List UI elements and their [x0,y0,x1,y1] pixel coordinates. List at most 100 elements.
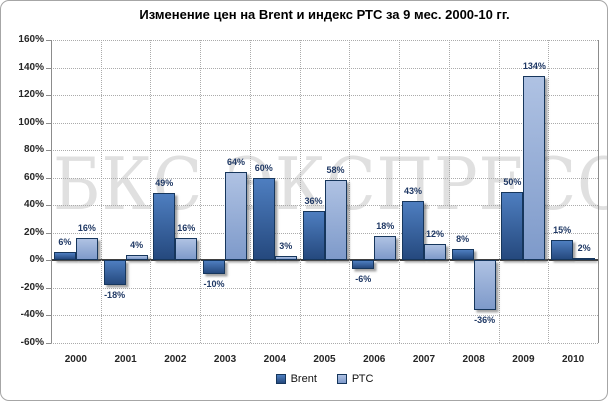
bar-rts-2001 [125,254,148,261]
bar-rts-2003 [225,172,248,261]
y-tick-mark [46,177,51,179]
bar-rts-2008 [473,260,496,310]
v-gridline [448,40,450,343]
value-label-rts-2003: 64% [227,157,246,168]
legend-swatch-rts [336,374,347,384]
value-label-brent-2000: 6% [58,237,72,248]
value-label-brent-2008: 8% [456,234,470,245]
v-gridline [349,40,351,343]
bar-brent-2006 [352,260,375,269]
value-label-brent-2009: 50% [503,176,522,187]
y-tick-label: 80% [23,144,44,156]
h-gridline [51,67,598,69]
y-tick-mark [46,150,51,152]
x-axis-label-2006: 2006 [363,354,386,365]
bar-rts-2000 [75,238,98,261]
y-tick-label: 0% [29,254,44,266]
y-tick-label: 20% [23,226,44,238]
bar-brent-2000 [53,252,76,261]
plot-right-border [598,40,599,343]
bar-rts-2002 [175,238,198,261]
y-tick-mark [46,205,51,207]
h-gridline [51,95,598,97]
y-tick-mark [46,343,51,344]
bar-brent-2007 [401,201,424,261]
bar-rts-2009 [523,75,546,261]
bar-rts-2010 [573,257,596,261]
h-gridline [51,177,598,179]
value-label-brent-2004: 60% [254,162,273,173]
bar-rts-2007 [423,243,446,261]
y-tick-label: 60% [23,171,44,183]
y-tick-label: 40% [23,199,44,211]
value-label-brent-2005: 36% [304,195,323,206]
x-axis-label-2004: 2004 [263,354,286,365]
zero-line [51,259,598,262]
v-gridline [399,40,401,343]
legend-label-brent: Brent [290,373,317,385]
value-label-rts-2001: 4% [130,239,144,250]
bar-rts-2005 [324,180,347,261]
y-tick-mark [46,67,51,69]
bar-rts-2004 [274,256,297,261]
x-axis-label-2000: 2000 [64,354,87,365]
y-tick-mark [46,287,51,289]
value-label-rts-2010: 2% [577,242,591,253]
y-tick-label: 120% [18,89,44,101]
h-gridline [51,122,598,124]
bar-brent-2005 [302,210,325,261]
bar-brent-2003 [203,260,226,275]
x-axis-label-2009: 2009 [512,354,535,365]
x-axis-label-2001: 2001 [114,354,137,365]
value-label-brent-2007: 43% [403,186,422,197]
legend-item-brent: Brent [275,373,317,385]
v-gridline [249,40,251,343]
y-tick-label: -20% [20,281,44,293]
x-axis-label-2003: 2003 [213,354,237,365]
value-label-rts-2008: -36% [474,314,496,325]
h-gridline [51,287,598,289]
value-label-brent-2002: 49% [155,177,174,188]
value-label-rts-2006: 18% [376,220,395,231]
y-tick-mark [46,40,51,41]
h-gridline [51,315,598,317]
bar-brent-2008 [451,249,474,261]
x-axis-label-2005: 2005 [313,354,336,365]
legend-item-rts: РТС [336,373,374,385]
value-label-rts-2004: 3% [279,241,293,252]
h-gridline [51,343,598,344]
bar-brent-2002 [153,192,176,261]
value-label-brent-2010: 15% [553,224,572,235]
legend: Brent РТС [51,373,598,385]
y-axis-line [51,40,52,343]
y-tick-label: -40% [20,309,44,321]
v-gridline [200,40,202,343]
value-label-rts-2005: 58% [326,165,345,176]
y-tick-mark [46,232,51,234]
y-tick-mark [46,122,51,124]
legend-label-rts: РТС [351,373,374,385]
v-gridline [150,40,152,343]
y-tick-label: -60% [20,337,44,348]
v-gridline [548,40,550,343]
y-tick-label: 100% [18,116,44,128]
v-gridline [100,40,102,343]
v-gridline [498,40,500,343]
value-label-brent-2006: -6% [355,273,372,284]
chart-title: Изменение цен на Brent и индекс РТС за 9… [139,7,510,22]
y-tick-mark [46,95,51,97]
bar-rts-2006 [374,235,397,261]
value-label-brent-2001: -18% [104,290,126,301]
bar-brent-2010 [551,239,574,261]
value-label-brent-2003: -10% [203,279,225,290]
value-label-rts-2000: 16% [77,223,96,234]
x-axis-label-2007: 2007 [412,354,436,365]
value-label-rts-2007: 12% [425,228,444,239]
x-axis-label-2002: 2002 [164,354,187,365]
y-tick-label: 160% [18,34,44,45]
y-tick-label: 140% [18,61,44,73]
bar-brent-2001 [103,260,126,286]
legend-swatch-brent [275,374,286,384]
x-axis-label-2008: 2008 [462,354,485,365]
